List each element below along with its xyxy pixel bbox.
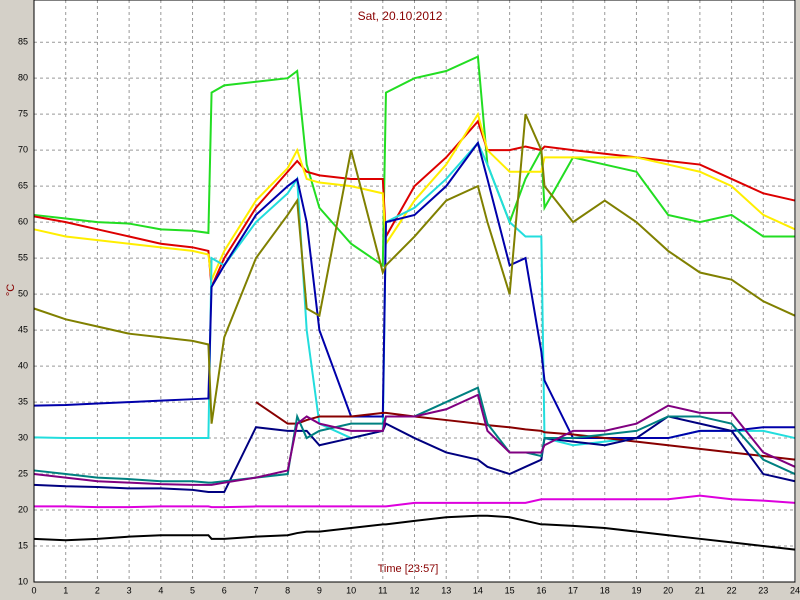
x-tick-label: 1 — [63, 585, 68, 595]
plot-border — [33, 0, 796, 583]
y-tick-label: 50 — [18, 288, 28, 298]
x-tick-label: 11 — [378, 585, 387, 595]
y-tick-label: 85 — [18, 37, 28, 47]
x-tick-label: 20 — [663, 585, 673, 595]
y-tick-label: 10 — [18, 576, 28, 586]
x-tick-label: 2 — [95, 585, 100, 595]
x-tick-label: 13 — [441, 585, 451, 595]
series-line — [33, 393, 796, 486]
y-axis-label: °C — [5, 284, 17, 296]
y-tick-label: 75 — [18, 109, 28, 119]
series-line — [255, 401, 796, 461]
y-tick-label: 55 — [18, 252, 28, 262]
x-tick-label: 0 — [31, 585, 36, 595]
x-tick-label: 8 — [285, 585, 290, 595]
y-tick-label: 30 — [18, 432, 28, 442]
x-tick-label: 6 — [222, 585, 227, 595]
x-tick-label: 17 — [568, 585, 578, 595]
series-line — [33, 514, 796, 551]
x-tick-label: 12 — [409, 585, 419, 595]
y-tick-label: 15 — [18, 540, 28, 550]
x-tick-label: 4 — [158, 585, 163, 595]
series-line — [33, 415, 796, 494]
y-tick-label: 40 — [18, 360, 28, 370]
x-axis-label: Time [23:57] — [378, 563, 439, 575]
x-tick-label: 19 — [631, 585, 641, 595]
x-tick-label: 16 — [536, 585, 546, 595]
y-tick-label: 60 — [18, 217, 28, 227]
y-tick-label: 80 — [18, 73, 28, 83]
x-tick-label: 24 — [790, 585, 800, 595]
x-tick-label: 22 — [727, 585, 737, 595]
x-tick-label: 9 — [317, 585, 322, 595]
x-tick-label: 21 — [695, 585, 705, 595]
series-line — [33, 55, 795, 268]
y-tick-label: 65 — [18, 181, 28, 191]
y-tick-label: 35 — [18, 396, 28, 406]
x-tick-label: 15 — [505, 585, 515, 595]
series-line — [34, 494, 796, 509]
x-tick-label: 23 — [758, 585, 768, 595]
y-tick-label: 70 — [18, 145, 28, 155]
series-line — [33, 113, 796, 424]
x-tick-label: 10 — [346, 585, 356, 595]
series-line — [33, 140, 795, 440]
y-tick-label: 20 — [18, 504, 28, 514]
x-tick-label: 18 — [600, 585, 610, 595]
x-tick-label: 3 — [127, 585, 132, 595]
y-tick-label: 45 — [18, 324, 28, 334]
chart-title: Sat, 20.10.2012 — [358, 9, 443, 23]
x-tick-label: 14 — [473, 585, 483, 595]
x-tick-label: 5 — [190, 585, 195, 595]
y-tick-label: 25 — [18, 468, 28, 478]
x-tick-label: 7 — [253, 585, 258, 595]
